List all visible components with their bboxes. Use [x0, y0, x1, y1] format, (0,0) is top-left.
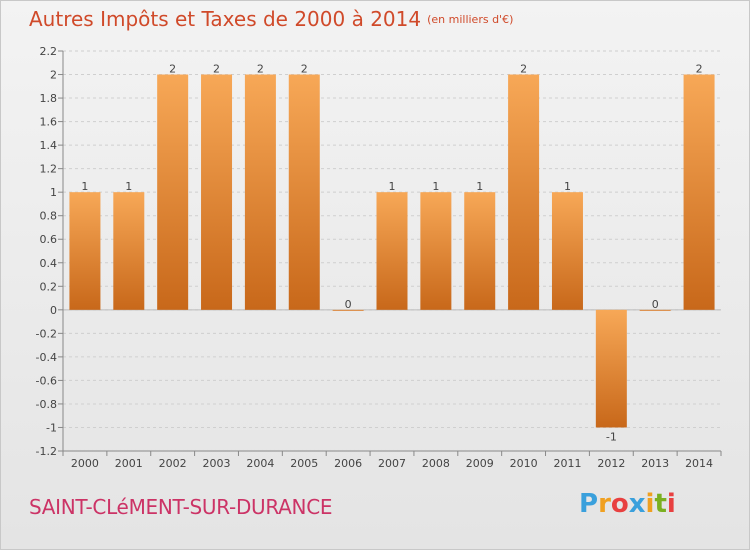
value-label-2009: 1 — [476, 180, 483, 193]
value-label-2010: 2 — [520, 63, 527, 76]
bar-2008 — [420, 192, 452, 310]
logo-letter: r — [598, 489, 611, 519]
bar-2007 — [376, 192, 408, 310]
value-label-2011: 1 — [564, 180, 571, 193]
value-label-2006: 0 — [345, 298, 352, 311]
value-label-2005: 2 — [301, 63, 308, 76]
bar-2000 — [69, 192, 101, 310]
bar-2013 — [639, 309, 671, 311]
title-unit: (en milliers d'€) — [427, 13, 514, 26]
proxiti-logo: Proxiti — [579, 489, 676, 519]
value-labels: 1 1 2 2 2 2 0 1 1 1 2 1 -1 0 2 — [81, 63, 702, 444]
y-tick-label: 2 — [50, 69, 57, 82]
x-tick-label-2002: 2002 — [159, 457, 187, 470]
bar-2009 — [464, 192, 496, 310]
x-tick-label-2014: 2014 — [685, 457, 713, 470]
bar-2011 — [551, 192, 583, 310]
title-text: Autres Impôts et Taxes de 2000 à 2014 — [29, 7, 422, 31]
bar-2002 — [157, 74, 189, 310]
x-tick-label-2008: 2008 — [422, 457, 450, 470]
y-tick-label: 1.6 — [40, 116, 58, 129]
value-label-2014: 2 — [696, 63, 703, 76]
y-tick-label: -0.8 — [36, 398, 57, 411]
x-tick-label-2006: 2006 — [334, 457, 362, 470]
x-tick-label-2007: 2007 — [378, 457, 406, 470]
x-tick-label-2011: 2011 — [553, 457, 581, 470]
logo-letter: t — [654, 489, 667, 519]
value-label-2000: 1 — [81, 180, 88, 193]
value-label-2013: 0 — [652, 298, 659, 311]
value-label-2012: -1 — [606, 430, 617, 443]
bar-2005 — [288, 74, 320, 310]
logo-letter: o — [610, 489, 629, 519]
bars — [69, 74, 715, 428]
x-tick-label-2004: 2004 — [246, 457, 274, 470]
y-tick-label: 1.8 — [40, 92, 58, 105]
value-label-2004: 2 — [257, 63, 264, 76]
x-tick-label-2003: 2003 — [203, 457, 231, 470]
y-tick-label: 0 — [50, 304, 57, 317]
y-tick-label: -0.6 — [36, 374, 57, 387]
y-tick-label: 1.2 — [40, 163, 58, 176]
x-tick-label-2005: 2005 — [290, 457, 318, 470]
y-tick-label: 2.2 — [40, 45, 58, 58]
x-tick-label-2009: 2009 — [466, 457, 494, 470]
x-tick-label-2000: 2000 — [71, 457, 99, 470]
x-tick-label-2012: 2012 — [597, 457, 625, 470]
value-label-2001: 1 — [125, 180, 132, 193]
bar-2014 — [683, 74, 715, 310]
y-axis: -1.2 -1 -0.8 -0.6 -0.4 -0.2 0 0.2 0.4 0.6 0.8 1 1.2 1… — [36, 45, 64, 458]
y-tick-label: 0.2 — [40, 280, 58, 293]
y-tick-label: -1 — [46, 421, 57, 434]
chart-title: Autres Impôts et Taxes de 2000 à 2014 (en… — [29, 7, 513, 31]
y-tick-label: -0.4 — [36, 351, 57, 364]
logo-letter: P — [579, 489, 599, 519]
x-tick-label-2001: 2001 — [115, 457, 143, 470]
y-tick-label: 0.6 — [40, 233, 58, 246]
bar-2010 — [508, 74, 540, 310]
value-label-2007: 1 — [389, 180, 396, 193]
y-tick-label: 0.8 — [40, 210, 58, 223]
y-tick-label: 1.4 — [40, 139, 58, 152]
logo-letter: x — [628, 489, 646, 519]
value-label-2003: 2 — [213, 63, 220, 76]
bar-2003 — [201, 74, 233, 310]
value-label-2008: 1 — [432, 180, 439, 193]
y-tick-label: 0.4 — [40, 257, 58, 270]
logo-letter: i — [645, 489, 655, 519]
x-axis: 2000 2001 2002 2003 2004 2005 2006 2007 2008 2009… — [62, 450, 722, 470]
y-tick-label: 1 — [50, 186, 57, 199]
bar-2004 — [244, 74, 276, 310]
x-tick-label-2013: 2013 — [641, 457, 669, 470]
commune-name: SAINT-CLéMENT-SUR-DURANCE — [29, 495, 333, 519]
y-tick-label: -1.2 — [36, 445, 57, 458]
bar-2012 — [595, 309, 627, 428]
bar-2006 — [332, 309, 364, 311]
y-tick-label: -0.2 — [36, 327, 57, 340]
value-label-2002: 2 — [169, 63, 176, 76]
logo-letter: i — [666, 489, 676, 519]
bar-2001 — [113, 192, 145, 310]
x-tick-label-2010: 2010 — [510, 457, 538, 470]
